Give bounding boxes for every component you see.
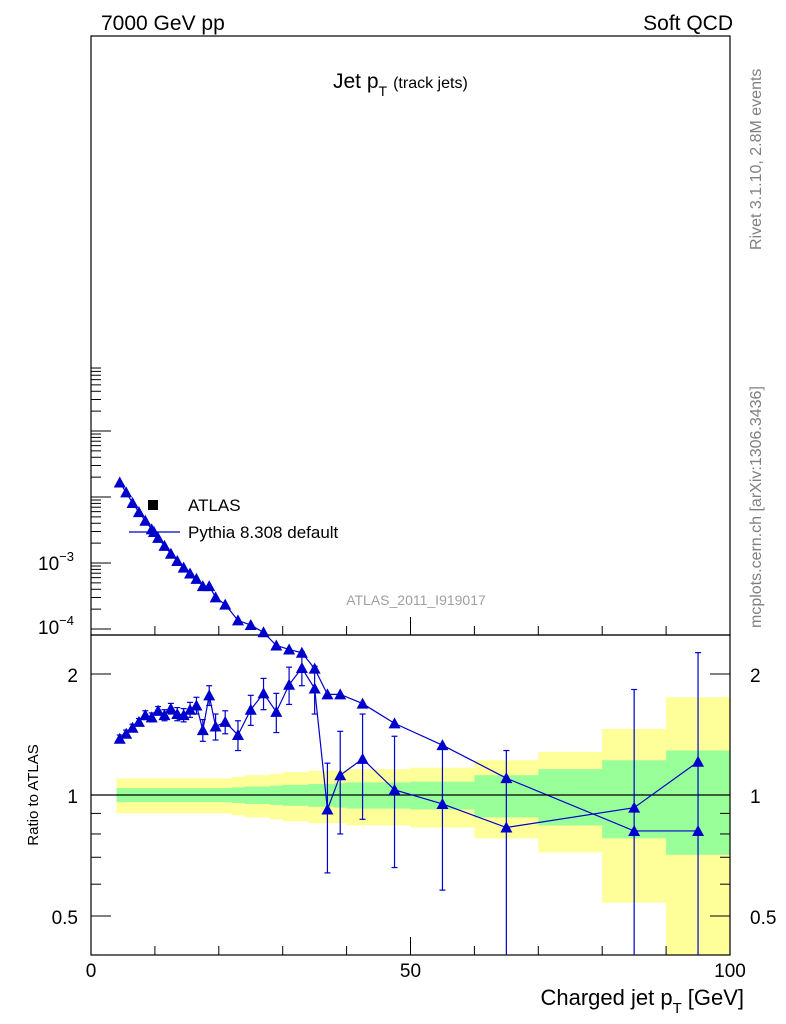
ratio-data-point [139,709,152,721]
upper-data-point [244,619,257,631]
ratio-y-tick-label-1-right: 1 [750,787,761,808]
legend-atlas-marker [148,500,158,510]
ratio-data-point [219,715,232,727]
ratio-data-point [308,682,321,694]
upper-y-tick-label-1e-4: 10−4 [38,613,74,639]
ratio-data-point [231,729,244,741]
plot-title: Jet pT (track jets) [333,70,468,99]
ratio-series-pythia [113,651,705,955]
inner-uncertainty-band [116,750,730,855]
x-tick-label-50: 50 [400,961,421,982]
upper-data-point [321,688,334,700]
ratio-data-point [113,732,126,744]
ratio-y-tick-label-0.5-left: 0.5 [52,908,78,929]
ratio-data-point [152,704,165,716]
upper-data-point [184,567,197,579]
upper-series-pythia [113,476,705,836]
ratio-data-point [244,703,257,715]
ratio-data-point [388,783,401,795]
rivet-version-text: Rivet 3.1.10, 2.8M events [748,69,765,250]
upper-panel-frame [90,35,731,636]
ratio-data-point [270,705,283,717]
legend-atlas-label: ATLAS [188,496,241,515]
upper-data-point [190,572,203,584]
upper-data-point [152,531,165,543]
upper-data-point [164,547,177,559]
mcplots-reference-text: mcplots.cern.ch [arXiv:1306.3436] [748,386,765,628]
ratio-y-axis-label: Ratio to ATLAS [25,744,42,845]
ratio-data-point [692,755,705,767]
ratio-data-point [257,687,270,699]
ratio-y-tick-label-0.5-right: 0.5 [750,908,776,929]
analysis-watermark: ATLAS_2011_I919017 [346,592,486,608]
ratio-data-point [283,678,296,690]
upper-data-point [171,555,184,567]
upper-data-point [139,514,152,526]
upper-data-point [257,626,270,638]
ratio-data-point [334,769,347,781]
upper-data-point [120,486,133,498]
ratio-y-tick-label-1-left: 1 [67,787,78,808]
ratio-data-point [184,703,197,715]
upper-data-point [145,523,158,535]
upper-data-point [270,639,283,651]
ratio-data-point [120,727,133,739]
ratio-data-point [158,709,171,721]
ratio-data-point [321,803,334,815]
header-right: Soft QCD [643,12,733,35]
ratio-data-point [145,711,158,723]
ratio-data-point [295,661,308,673]
ratio-data-point [203,689,216,701]
ratio-data-point [132,715,145,727]
upper-data-point [209,591,222,603]
upper-data-point [388,717,401,729]
upper-data-point [436,739,449,751]
ratio-data-point [436,797,449,809]
ratio-data-point [126,721,139,733]
upper-data-point [231,614,244,626]
legend-pythia-label: Pythia 8.308 default [188,523,339,542]
upper-data-point [177,561,190,573]
ratio-data-point [628,801,641,813]
upper-data-point [203,580,216,592]
ratio-y-tick-label-2-left: 2 [67,666,78,687]
ratio-data-point [356,752,369,764]
upper-data-point [219,598,232,610]
ratio-data-point [196,724,209,736]
upper-data-point [283,643,296,655]
ratio-data-point [164,702,177,714]
x-axis-label: Charged jet pT [GeV] [540,985,744,1017]
upper-data-point [356,697,369,709]
upper-data-point [126,496,139,508]
upper-data-point [158,539,171,551]
outer-uncertainty-band [116,697,730,955]
ratio-uncertainty-bands [116,697,730,955]
ratio-data-point [190,699,203,711]
x-tick-label-100: 100 [714,961,746,982]
ratio-data-point [500,821,513,833]
x-tick-label-0: 0 [86,961,97,982]
upper-data-point [113,476,126,488]
header-left: 7000 GeV pp [101,12,225,35]
upper-y-ticks [91,367,111,630]
upper-y-tick-label-1e-3: 10−3 [38,549,74,575]
upper-data-point [334,688,347,700]
upper-data-point [132,506,145,518]
ratio-y-tick-label-2-right: 2 [750,666,761,687]
ratio-data-point [209,720,222,732]
legend: ATLAS Pythia 8.308 default [129,496,339,542]
ratio-data-point [177,709,190,721]
